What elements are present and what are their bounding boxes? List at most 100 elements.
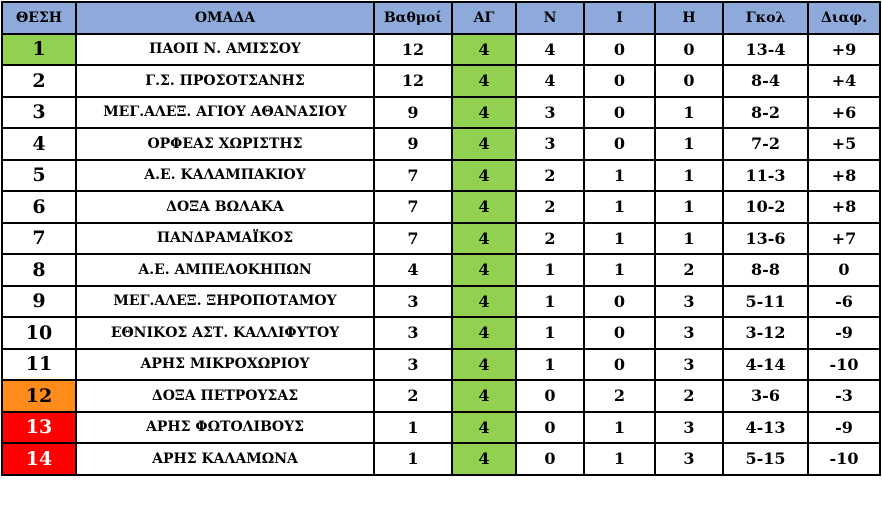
goal-difference-cell: -9 <box>807 410 881 444</box>
header-points: Βαθμοί <box>373 1 453 35</box>
played-cell: 4 <box>451 316 517 350</box>
team-name: ΑΡΗΣ ΚΑΛΑΜΩΝΑ <box>75 442 375 476</box>
table-row: 9 ΜΕΓ.ΑΛΕΞ. ΞΗΡΟΠΟΤΑΜΟΥ 3 4 1 0 3 5-11 -6 <box>1 284 881 318</box>
wins-cell: 4 <box>515 32 585 66</box>
position-cell: 7 <box>1 221 77 255</box>
position-cell: 10 <box>1 316 77 350</box>
points-cell: 1 <box>373 410 453 444</box>
goal-difference-cell: -10 <box>807 347 881 381</box>
team-name: ΔΟΞΑ ΒΩΛΑΚΑ <box>75 190 375 224</box>
points-cell: 9 <box>373 127 453 161</box>
losses-cell: 2 <box>654 253 724 287</box>
losses-cell: 1 <box>654 158 724 192</box>
played-cell: 4 <box>451 221 517 255</box>
draws-cell: 1 <box>583 221 656 255</box>
points-cell: 7 <box>373 190 453 224</box>
team-name: ΕΘΝΙΚΟΣ ΑΣΤ. ΚΑΛΛΙΦΥΤΟΥ <box>75 316 375 350</box>
standings-table: ΘΕΣΗ ΟΜΑΔΑ Βαθμοί ΑΓ Ν Ι Η Γκολ Διαφ. 1 Π… <box>1 1 881 476</box>
goals-cell: 7-2 <box>722 127 809 161</box>
points-cell: 2 <box>373 379 453 413</box>
losses-cell: 1 <box>654 127 724 161</box>
draws-cell: 1 <box>583 158 656 192</box>
goals-cell: 13-6 <box>722 221 809 255</box>
goal-difference-cell: -3 <box>807 379 881 413</box>
team-name: Α.Ε. ΚΑΛΑΜΠΑΚΙΟΥ <box>75 158 375 192</box>
wins-cell: 3 <box>515 95 585 129</box>
header-played: ΑΓ <box>451 1 517 35</box>
goal-difference-cell: +8 <box>807 190 881 224</box>
team-name: Α.Ε. ΑΜΠΕΛΟΚΗΠΩΝ <box>75 253 375 287</box>
wins-cell: 0 <box>515 442 585 476</box>
losses-cell: 0 <box>654 32 724 66</box>
played-cell: 4 <box>451 253 517 287</box>
table-row: 3 ΜΕΓ.ΑΛΕΞ. ΑΓΙΟΥ ΑΘΑΝΑΣΙΟΥ 9 4 3 0 1 8-2 +6 <box>1 95 881 129</box>
goal-difference-cell: -9 <box>807 316 881 350</box>
position-cell: 3 <box>1 95 77 129</box>
goals-cell: 4-13 <box>722 410 809 444</box>
losses-cell: 3 <box>654 316 724 350</box>
played-cell: 4 <box>451 64 517 98</box>
position-cell: 1 <box>1 32 77 66</box>
draws-cell: 2 <box>583 379 656 413</box>
header-team: ΟΜΑΔΑ <box>75 1 375 35</box>
losses-cell: 0 <box>654 64 724 98</box>
header-position: ΘΕΣΗ <box>1 1 77 35</box>
header-goals: Γκολ <box>722 1 809 35</box>
draws-cell: 1 <box>583 253 656 287</box>
draws-cell: 0 <box>583 64 656 98</box>
played-cell: 4 <box>451 127 517 161</box>
wins-cell: 2 <box>515 221 585 255</box>
team-name: ΜΕΓ.ΑΛΕΞ. ΞΗΡΟΠΟΤΑΜΟΥ <box>75 284 375 318</box>
losses-cell: 1 <box>654 190 724 224</box>
position-cell: 13 <box>1 410 77 444</box>
header-row: ΘΕΣΗ ΟΜΑΔΑ Βαθμοί ΑΓ Ν Ι Η Γκολ Διαφ. <box>1 1 881 35</box>
draws-cell: 0 <box>583 316 656 350</box>
table-row: 8 Α.Ε. ΑΜΠΕΛΟΚΗΠΩΝ 4 4 1 1 2 8-8 0 <box>1 253 881 287</box>
points-cell: 12 <box>373 32 453 66</box>
played-cell: 4 <box>451 379 517 413</box>
losses-cell: 1 <box>654 95 724 129</box>
wins-cell: 0 <box>515 410 585 444</box>
goals-cell: 3-12 <box>722 316 809 350</box>
header-draws: Ι <box>583 1 656 35</box>
draws-cell: 1 <box>583 442 656 476</box>
played-cell: 4 <box>451 284 517 318</box>
goal-difference-cell: -10 <box>807 442 881 476</box>
goals-cell: 8-4 <box>722 64 809 98</box>
goals-cell: 11-3 <box>722 158 809 192</box>
position-cell: 14 <box>1 442 77 476</box>
wins-cell: 1 <box>515 347 585 381</box>
team-name: ΠΑΝΔΡΑΜΑΪΚΟΣ <box>75 221 375 255</box>
draws-cell: 1 <box>583 190 656 224</box>
draws-cell: 0 <box>583 32 656 66</box>
position-cell: 11 <box>1 347 77 381</box>
played-cell: 4 <box>451 442 517 476</box>
position-cell: 8 <box>1 253 77 287</box>
header-goal-difference: Διαφ. <box>807 1 881 35</box>
draws-cell: 0 <box>583 95 656 129</box>
played-cell: 4 <box>451 158 517 192</box>
team-name: ΔΟΞΑ ΠΕΤΡΟΥΣΑΣ <box>75 379 375 413</box>
wins-cell: 4 <box>515 64 585 98</box>
table-row: 12 ΔΟΞΑ ΠΕΤΡΟΥΣΑΣ 2 4 0 2 2 3-6 -3 <box>1 379 881 413</box>
goals-cell: 5-15 <box>722 442 809 476</box>
wins-cell: 0 <box>515 379 585 413</box>
goal-difference-cell: +7 <box>807 221 881 255</box>
played-cell: 4 <box>451 347 517 381</box>
goal-difference-cell: +5 <box>807 127 881 161</box>
points-cell: 12 <box>373 64 453 98</box>
goal-difference-cell: +6 <box>807 95 881 129</box>
points-cell: 7 <box>373 221 453 255</box>
draws-cell: 1 <box>583 410 656 444</box>
position-cell: 5 <box>1 158 77 192</box>
position-cell: 4 <box>1 127 77 161</box>
goal-difference-cell: 0 <box>807 253 881 287</box>
table-row: 11 ΑΡΗΣ ΜΙΚΡΟΧΩΡΙΟΥ 3 4 1 0 3 4-14 -10 <box>1 347 881 381</box>
goal-difference-cell: +9 <box>807 32 881 66</box>
losses-cell: 1 <box>654 221 724 255</box>
goals-cell: 8-2 <box>722 95 809 129</box>
losses-cell: 3 <box>654 284 724 318</box>
goal-difference-cell: -6 <box>807 284 881 318</box>
draws-cell: 0 <box>583 284 656 318</box>
played-cell: 4 <box>451 95 517 129</box>
